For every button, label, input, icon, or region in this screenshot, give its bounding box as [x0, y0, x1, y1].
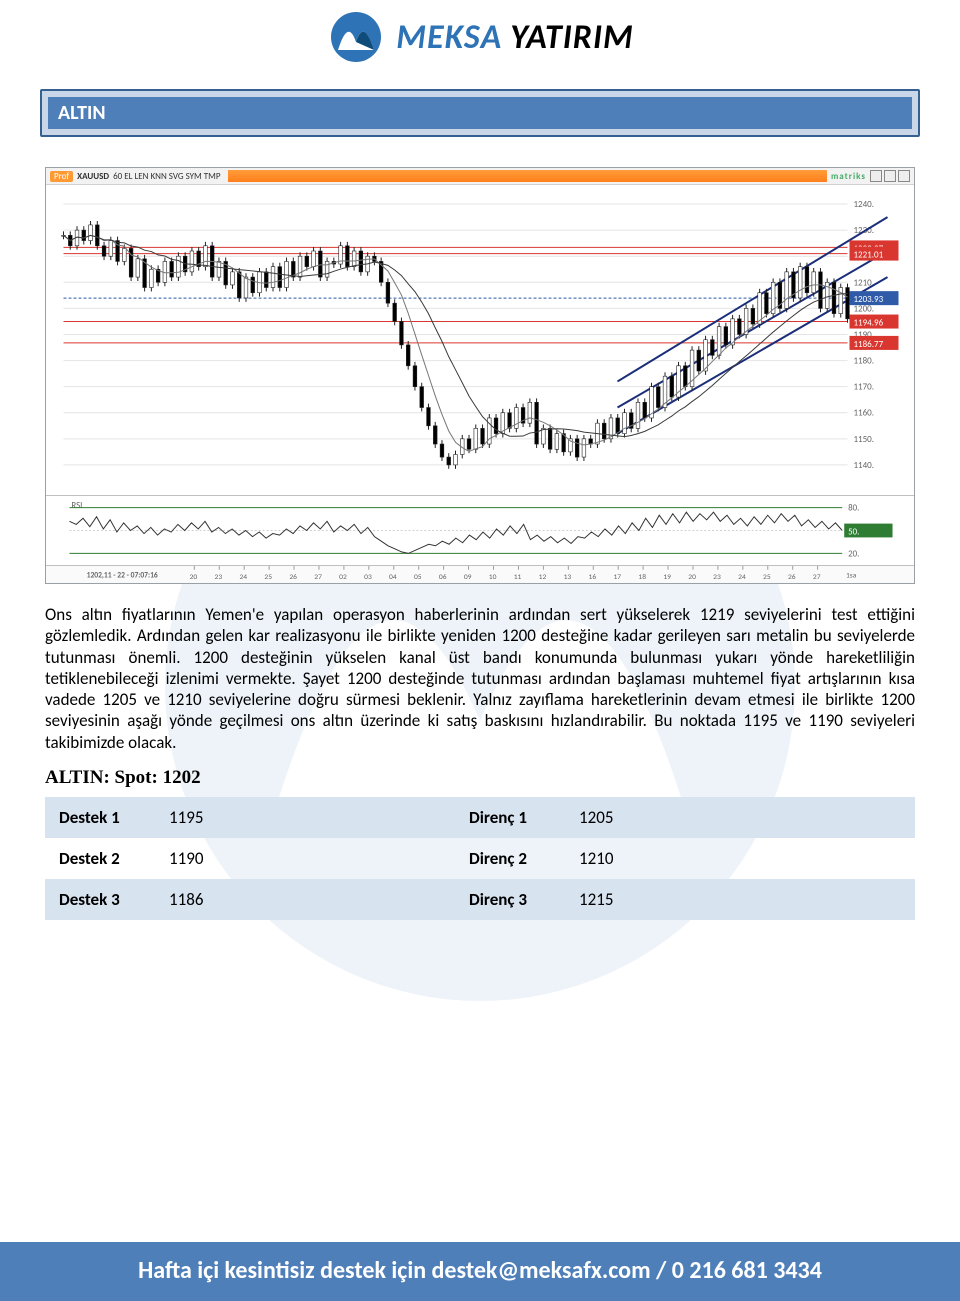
- svg-text:1180.: 1180.: [854, 356, 875, 367]
- svg-text:13: 13: [564, 573, 572, 582]
- logo-text-meksa: MEKSA: [396, 17, 502, 58]
- svg-text:25: 25: [264, 573, 272, 582]
- svg-text:1186.77: 1186.77: [854, 339, 884, 350]
- chart-xaxis: 1202,11 - 22 - 07:07:16 20 23 24 25 26 27 02 03 0…: [46, 565, 914, 583]
- svg-text:80.: 80.: [848, 504, 859, 514]
- svg-text:16: 16: [589, 573, 597, 582]
- svg-text:19: 19: [663, 573, 671, 582]
- chart-window-buttons: [870, 170, 910, 182]
- chart-symbol-tag: Prof: [50, 171, 73, 182]
- resistance-label: Direnç 2: [455, 838, 565, 879]
- section-title: ALTIN: [58, 101, 106, 125]
- svg-text:1240.: 1240.: [854, 199, 875, 210]
- svg-text:18: 18: [638, 573, 646, 582]
- svg-text:06: 06: [439, 573, 447, 582]
- analysis-paragraph: Ons altın fiyatlarının Yemen'e yapılan o…: [45, 604, 915, 753]
- svg-text:1170.: 1170.: [854, 382, 875, 393]
- resistance-value: 1215: [565, 879, 915, 920]
- svg-text:26: 26: [289, 573, 297, 582]
- chart-container: Prof XAUUSD 60 EL LEN KNN SVG SYM TMP ma…: [45, 167, 915, 584]
- chart-toolbar-items: 60 EL LEN KNN SVG SYM TMP: [113, 171, 220, 182]
- svg-text:23: 23: [713, 573, 721, 582]
- resistance-label: Direnç 3: [455, 879, 565, 920]
- section-title-bar: ALTIN: [40, 89, 920, 137]
- svg-text:27: 27: [314, 573, 322, 582]
- support-value: 1195: [155, 797, 455, 838]
- svg-text:1221.01: 1221.01: [854, 250, 884, 261]
- svg-text:20.: 20.: [848, 549, 859, 559]
- spot-label: ALTIN: Spot:: [45, 767, 158, 788]
- logo-icon: [326, 10, 386, 64]
- svg-text:10: 10: [489, 573, 497, 582]
- svg-text:27: 27: [813, 573, 821, 582]
- svg-text:05: 05: [414, 573, 422, 582]
- svg-text:03: 03: [364, 573, 372, 582]
- support-label: Destek 3: [45, 879, 155, 920]
- svg-text:11: 11: [514, 573, 522, 582]
- resistance-value: 1210: [565, 838, 915, 879]
- svg-text:1sa: 1sa: [846, 571, 857, 580]
- svg-text:RSI: RSI: [71, 501, 82, 511]
- svg-text:17: 17: [613, 573, 621, 582]
- chart-brand: matriks: [831, 171, 866, 182]
- svg-text:20: 20: [688, 573, 696, 582]
- spot-value: 1202: [163, 767, 201, 788]
- svg-text:1203.93: 1203.93: [854, 294, 884, 305]
- svg-text:20: 20: [190, 573, 198, 582]
- svg-text:24: 24: [738, 573, 746, 582]
- svg-text:1194.96: 1194.96: [854, 318, 884, 329]
- resistance-value: 1205: [565, 797, 915, 838]
- table-row: Destek 11195Direnç 11205: [45, 797, 915, 838]
- chart-symbol: XAUUSD: [77, 171, 109, 182]
- support-resistance-table: Destek 11195Direnç 11205Destek 21190Dire…: [45, 797, 915, 920]
- footer-bar: Hafta içi kesintisiz destek için destek@…: [0, 1242, 960, 1301]
- chart-toolbar: Prof XAUUSD 60 EL LEN KNN SVG SYM TMP ma…: [46, 168, 914, 185]
- support-value: 1190: [155, 838, 455, 879]
- svg-text:1202,11 - 22 - 07:07:16: 1202,11 - 22 - 07:07:16: [87, 571, 158, 580]
- table-row: Destek 31186Direnç 31215: [45, 879, 915, 920]
- rsi-panel: RSI20.50.80.50.: [46, 495, 914, 565]
- resistance-label: Direnç 1: [455, 797, 565, 838]
- svg-text:1160.: 1160.: [854, 408, 875, 419]
- svg-text:1150.: 1150.: [854, 434, 875, 445]
- header-logo: MEKSA YATIRIM: [0, 0, 960, 79]
- svg-text:50.: 50.: [848, 527, 859, 537]
- support-label: Destek 1: [45, 797, 155, 838]
- support-label: Destek 2: [45, 838, 155, 879]
- svg-text:25: 25: [763, 573, 771, 582]
- svg-text:23: 23: [215, 573, 223, 582]
- price-chart-panel: 1140.1150.1160.1170.1180.1190.1200.1210.…: [46, 185, 914, 495]
- svg-text:26: 26: [788, 573, 796, 582]
- support-value: 1186: [155, 879, 455, 920]
- svg-text:02: 02: [339, 573, 347, 582]
- svg-text:12: 12: [539, 573, 547, 582]
- svg-text:1140.: 1140.: [854, 460, 875, 471]
- logo-text-yatirim: YATIRIM: [510, 17, 634, 58]
- spot-line: ALTIN: Spot: 1202: [45, 767, 915, 789]
- svg-text:04: 04: [389, 573, 397, 582]
- svg-text:24: 24: [239, 573, 247, 582]
- footer-text: Hafta içi kesintisiz destek için destek@…: [138, 1256, 822, 1285]
- table-row: Destek 21190Direnç 21210: [45, 838, 915, 879]
- svg-text:09: 09: [464, 573, 472, 582]
